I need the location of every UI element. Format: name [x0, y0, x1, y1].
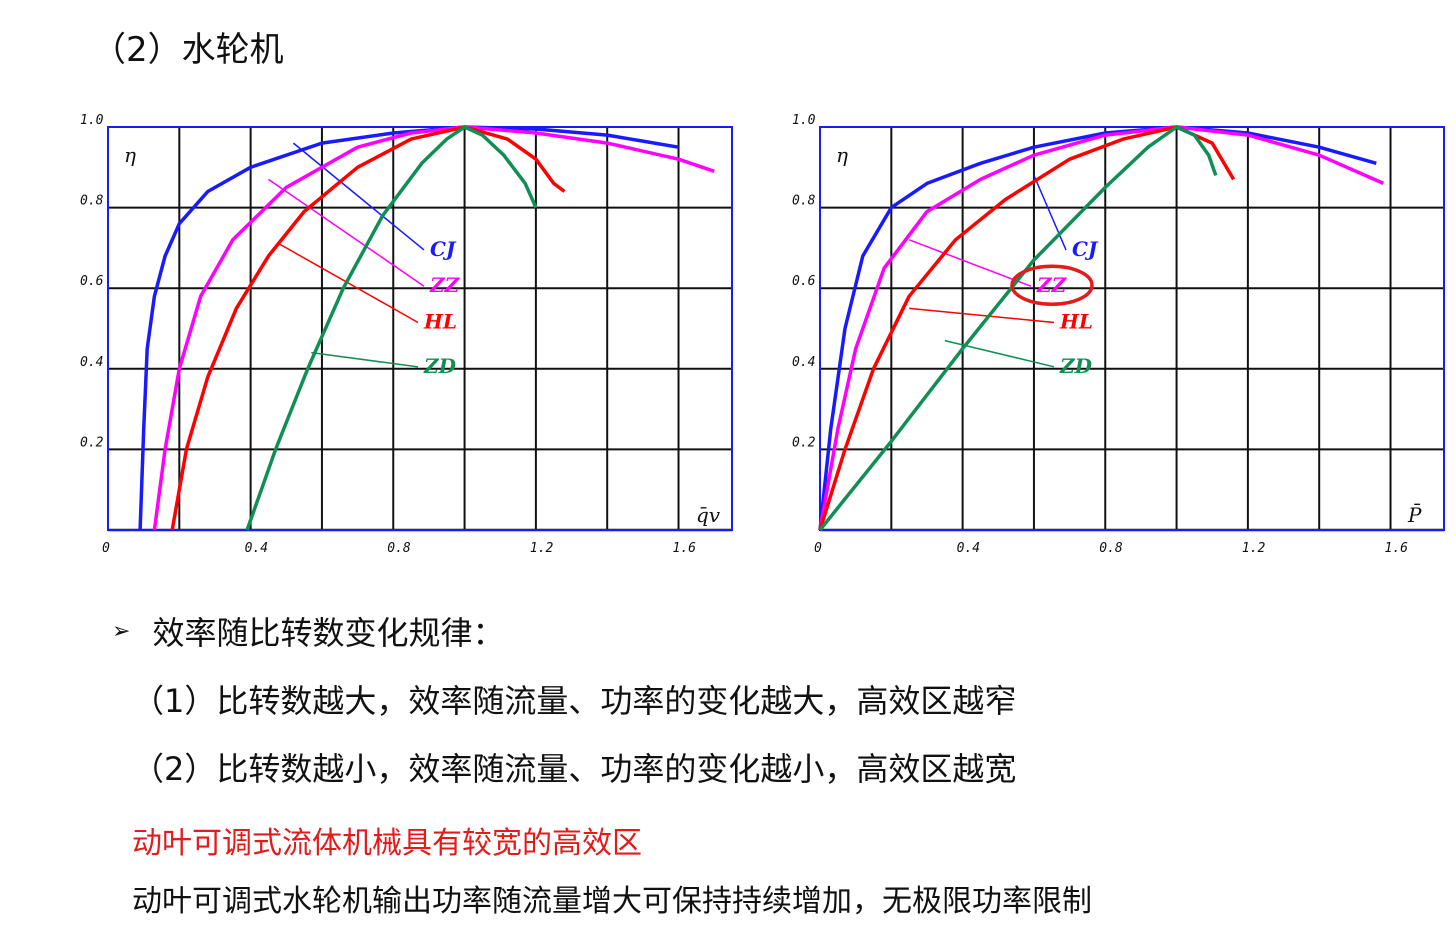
series-line-zz [818, 125, 1385, 531]
y-axis-label: η [124, 143, 136, 167]
leader-line [292, 142, 425, 251]
bullet-title: 效率随比转数变化规律： [152, 614, 505, 652]
y-tick-label: 0.4 [80, 355, 103, 370]
x-tick-label: 0 [814, 541, 822, 556]
y-tick-label: 0.2 [80, 435, 104, 450]
x-tick-label: 0.8 [1099, 541, 1123, 556]
y-tick-label: 0.6 [80, 274, 104, 289]
series-label-cj: CJ [430, 237, 457, 261]
y-tick-label: 0.4 [792, 355, 815, 370]
x-tick-label: 0.4 [957, 541, 980, 556]
series-line-cj [818, 125, 1377, 531]
series-label-zz: ZZ [429, 273, 461, 297]
rule-item-2: （2）比转数越小，效率随流量、功率的变化越小，高效区越宽 [132, 750, 1017, 788]
grid [108, 127, 732, 530]
leader-line [278, 243, 419, 324]
series-label-zz: ZZ [1036, 273, 1068, 297]
x-tick-label: 1.6 [1385, 541, 1409, 556]
leader-line [311, 351, 419, 368]
rule-item-1: （1）比转数越大，效率随流量、功率的变化越大，高效区越窄 [132, 682, 1017, 720]
x-tick-label: 1.6 [673, 541, 697, 556]
series-line-cj [138, 125, 679, 531]
series-label-cj: CJ [1072, 237, 1099, 261]
x-axis-label: q̄v [696, 503, 721, 527]
x-tick-label: 0 [102, 541, 110, 556]
y-tick-label: 0.6 [792, 274, 816, 289]
grid [820, 127, 1444, 530]
black-note: 动叶可调式水轮机输出功率随流量增大可保持持续增加，无极限功率限制 [132, 884, 1092, 919]
left-efficiency-chart: 0 0.4 0.8 1.2 1.6 0.2 0.4 0.6 0.8 1.0 η q̄v CJ ZZ HL ZD [80, 113, 733, 556]
series-label-zd: ZD [423, 354, 457, 378]
highlight-circle [1010, 264, 1094, 306]
y-tick-label: 0.2 [792, 435, 816, 450]
x-tick-label: 0.4 [245, 541, 268, 556]
y-tick-label: 0.8 [80, 194, 104, 209]
plot-frame [819, 126, 1445, 531]
leader-line [268, 178, 425, 287]
series-line-hl [818, 125, 1236, 531]
series-line-zd [245, 125, 538, 531]
slide-heading: （2）水轮机 [92, 30, 284, 70]
x-tick-label: 0.8 [387, 541, 411, 556]
series-line-zd [818, 125, 1218, 532]
plot-frame [107, 126, 733, 531]
red-note: 动叶可调式流体机械具有较宽的高效区 [132, 826, 642, 861]
x-axis-label: P̄ [1407, 502, 1422, 527]
series-label-hl: HL [423, 310, 457, 334]
y-tick-label: 1.0 [792, 113, 816, 128]
y-axis-label: η [836, 143, 848, 167]
y-tick-label: 0.8 [792, 194, 816, 209]
series-label-zd: ZD [1059, 354, 1093, 378]
leader-line [944, 339, 1055, 368]
series-line-zz [152, 125, 715, 531]
leader-line [1033, 175, 1067, 251]
series-label-hl: HL [1059, 310, 1093, 334]
leader-line [909, 307, 1055, 324]
x-tick-label: 1.2 [530, 541, 554, 556]
y-tick-label: 1.0 [80, 113, 104, 128]
bullet-heading: ➢ 效率随比转数变化规律： [112, 608, 504, 654]
leader-line [908, 239, 1032, 287]
series-line-hl [170, 125, 566, 531]
arrow-bullet-icon: ➢ [112, 618, 131, 644]
x-tick-label: 1.2 [1242, 541, 1266, 556]
